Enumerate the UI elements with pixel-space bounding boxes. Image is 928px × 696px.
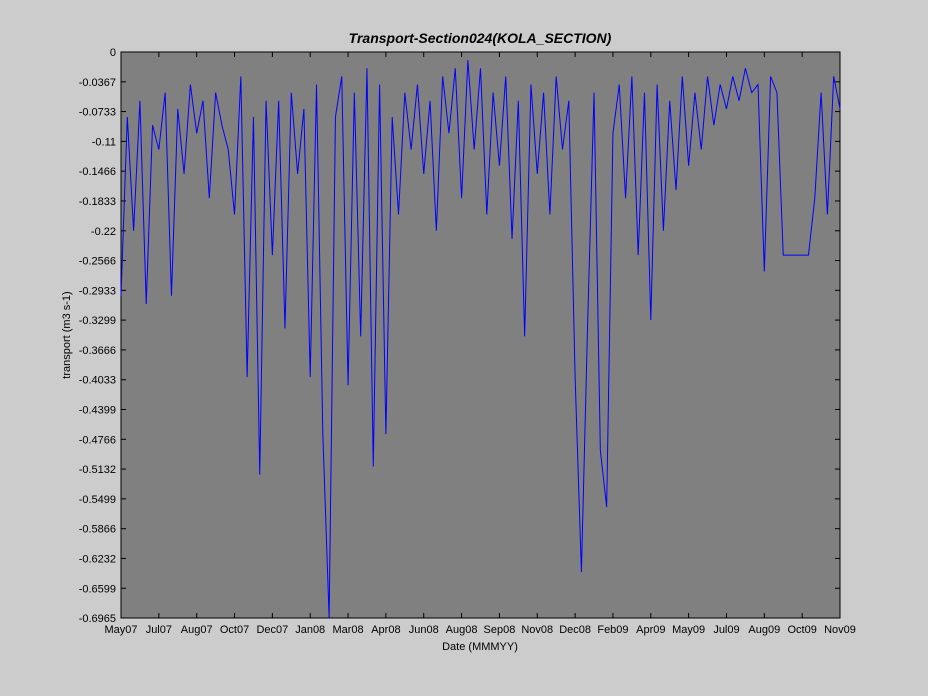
x-tick-label: Jun08 bbox=[409, 624, 439, 636]
x-axis-label: Date (MMMYY) bbox=[442, 641, 518, 653]
y-tick-label: -0.4766 bbox=[79, 434, 116, 446]
x-tick-label: Sep08 bbox=[484, 624, 516, 636]
chart-title: Transport-Section024(KOLA_SECTION) bbox=[349, 30, 612, 46]
y-tick-label: -0.5499 bbox=[79, 494, 116, 506]
x-tick-label: Oct07 bbox=[220, 624, 249, 636]
y-tick-label: -0.5866 bbox=[79, 524, 116, 536]
y-tick-label: -0.3299 bbox=[79, 315, 116, 327]
y-tick-label: -0.2933 bbox=[79, 285, 116, 297]
x-tick-label: May09 bbox=[672, 624, 705, 636]
x-tick-label: Jul07 bbox=[146, 624, 172, 636]
y-tick-label: -0.6965 bbox=[79, 613, 116, 625]
y-tick-label: -0.4399 bbox=[79, 404, 116, 416]
x-tick-label: Dec07 bbox=[256, 624, 288, 636]
data-line bbox=[120, 60, 841, 619]
x-tick-label: Jul09 bbox=[713, 624, 739, 636]
x-tick-label: Nov09 bbox=[824, 624, 856, 636]
y-axis-label: transport (m3 s-1) bbox=[61, 291, 73, 378]
y-tick-label: -0.5132 bbox=[79, 464, 116, 476]
x-tick-label: Aug09 bbox=[748, 624, 780, 636]
y-tick-label: -0.0367 bbox=[79, 77, 116, 89]
x-tick-label: Mar08 bbox=[332, 624, 363, 636]
x-tick-label: Feb09 bbox=[597, 624, 628, 636]
x-tick-label: Aug08 bbox=[446, 624, 478, 636]
y-tick-label: -0.11 bbox=[92, 136, 116, 148]
y-tick-label: 0 bbox=[110, 47, 116, 59]
y-tick-label: -0.22 bbox=[91, 226, 116, 238]
x-tick-label: Apr08 bbox=[371, 624, 400, 636]
y-tick-label: -0.3666 bbox=[79, 345, 116, 357]
y-tick-label: -0.6232 bbox=[79, 553, 116, 565]
x-tick-label: Nov08 bbox=[521, 624, 553, 636]
y-tick-label: -0.0733 bbox=[79, 107, 116, 119]
x-tick-label: Aug07 bbox=[181, 624, 213, 636]
x-tick-label: Oct09 bbox=[787, 624, 816, 636]
plot-area bbox=[120, 51, 841, 619]
y-tick-label: -0.6599 bbox=[79, 583, 116, 595]
x-tick-label: Dec08 bbox=[559, 624, 591, 636]
x-tick-label: May07 bbox=[104, 624, 137, 636]
y-tick-label: -0.1466 bbox=[79, 166, 116, 178]
y-tick-label: -0.4033 bbox=[79, 375, 116, 387]
x-tick-label: Apr09 bbox=[636, 624, 665, 636]
y-tick-label: -0.2566 bbox=[79, 256, 116, 268]
y-tick-label: -0.1833 bbox=[79, 196, 116, 208]
x-tick-label: Jan08 bbox=[295, 624, 325, 636]
